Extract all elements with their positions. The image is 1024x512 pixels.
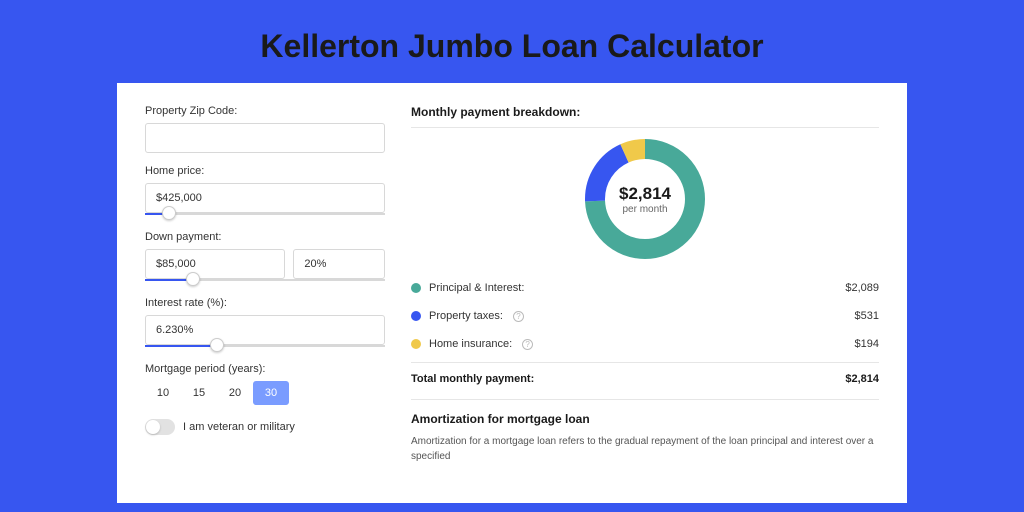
toggle-knob bbox=[146, 420, 160, 434]
legend-value: $531 bbox=[855, 310, 879, 322]
legend-row: Home insurance:? $194 bbox=[411, 330, 879, 358]
total-value: $2,814 bbox=[845, 373, 879, 385]
amortization-text: Amortization for a mortgage loan refers … bbox=[411, 434, 879, 464]
down-payment-input[interactable] bbox=[145, 249, 285, 279]
amortization-title: Amortization for mortgage loan bbox=[411, 399, 879, 426]
donut-chart-wrap: $2,814 per month bbox=[411, 138, 879, 260]
down-payment-slider[interactable] bbox=[145, 277, 385, 285]
legend-dot bbox=[411, 311, 421, 321]
donut-amount: $2,814 bbox=[619, 184, 671, 204]
legend: Principal & Interest: $2,089 Property taxe… bbox=[411, 274, 879, 358]
home-price-slider[interactable] bbox=[145, 211, 385, 219]
period-button-20[interactable]: 20 bbox=[217, 381, 253, 405]
legend-row: Property taxes:? $531 bbox=[411, 302, 879, 330]
donut-chart: $2,814 per month bbox=[584, 138, 706, 260]
legend-row: Principal & Interest: $2,089 bbox=[411, 274, 879, 302]
veteran-toggle-row: I am veteran or military bbox=[145, 419, 385, 435]
calculator-card: Property Zip Code: Home price: Down paym… bbox=[117, 83, 907, 503]
interest-rate-slider[interactable] bbox=[145, 343, 385, 351]
breakdown-panel: Monthly payment breakdown: $2,814 per mo… bbox=[411, 105, 879, 503]
field-home-price: Home price: bbox=[145, 165, 385, 219]
period-button-30[interactable]: 30 bbox=[253, 381, 289, 405]
interest-rate-input[interactable] bbox=[145, 315, 385, 345]
legend-label: Property taxes: bbox=[429, 310, 503, 322]
legend-value: $2,089 bbox=[845, 282, 879, 294]
period-button-group: 10152030 bbox=[145, 381, 385, 405]
field-zip: Property Zip Code: bbox=[145, 105, 385, 153]
info-icon[interactable]: ? bbox=[522, 339, 533, 350]
veteran-toggle[interactable] bbox=[145, 419, 175, 435]
legend-dot bbox=[411, 339, 421, 349]
info-icon[interactable]: ? bbox=[513, 311, 524, 322]
zip-label: Property Zip Code: bbox=[145, 105, 385, 117]
period-label: Mortgage period (years): bbox=[145, 363, 385, 375]
legend-label: Principal & Interest: bbox=[429, 282, 524, 294]
zip-input[interactable] bbox=[145, 123, 385, 153]
interest-rate-label: Interest rate (%): bbox=[145, 297, 385, 309]
breakdown-title: Monthly payment breakdown: bbox=[411, 105, 879, 128]
down-payment-label: Down payment: bbox=[145, 231, 385, 243]
page-title: Kellerton Jumbo Loan Calculator bbox=[0, 0, 1024, 83]
donut-sub: per month bbox=[622, 204, 667, 215]
legend-dot bbox=[411, 283, 421, 293]
home-price-label: Home price: bbox=[145, 165, 385, 177]
slider-thumb[interactable] bbox=[210, 338, 224, 352]
field-down-payment: Down payment: bbox=[145, 231, 385, 285]
field-interest-rate: Interest rate (%): bbox=[145, 297, 385, 351]
input-panel: Property Zip Code: Home price: Down paym… bbox=[145, 105, 385, 503]
slider-thumb[interactable] bbox=[186, 272, 200, 286]
period-button-15[interactable]: 15 bbox=[181, 381, 217, 405]
legend-value: $194 bbox=[855, 338, 879, 350]
field-period: Mortgage period (years): 10152030 bbox=[145, 363, 385, 405]
period-button-10[interactable]: 10 bbox=[145, 381, 181, 405]
home-price-input[interactable] bbox=[145, 183, 385, 213]
slider-thumb[interactable] bbox=[162, 206, 176, 220]
donut-center: $2,814 per month bbox=[584, 138, 706, 260]
down-payment-pct-input[interactable] bbox=[293, 249, 385, 279]
total-row: Total monthly payment: $2,814 bbox=[411, 362, 879, 399]
legend-label: Home insurance: bbox=[429, 338, 512, 350]
total-label: Total monthly payment: bbox=[411, 373, 534, 385]
veteran-label: I am veteran or military bbox=[183, 421, 295, 433]
